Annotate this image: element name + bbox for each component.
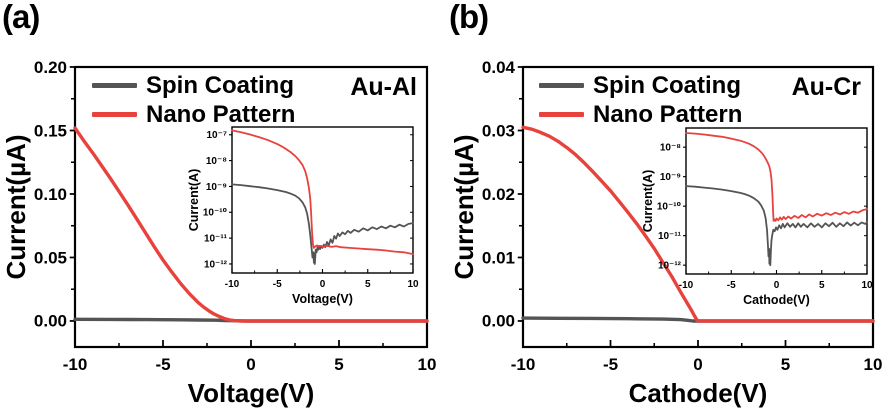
y-tick-label: 10⁻⁸: [206, 156, 227, 167]
series-spin-coating: [685, 185, 868, 267]
panel-a-letter: (a): [2, 0, 40, 35]
x-tick-label: 0: [693, 355, 702, 374]
legend-row-nano-pattern: Nano Pattern: [92, 100, 295, 129]
series-nano-pattern: [685, 132, 868, 222]
panel-a-chart: -10 -5 0 5 10 0.00 0.05 0.10 0.15 0.20 Voltage(V) C…: [1, 58, 436, 408]
y-axis-label: Current(A): [641, 170, 655, 233]
y-tick-label: 10⁻¹²: [658, 261, 682, 272]
y-tick-label: 0.05: [34, 248, 67, 267]
legend-line-spin-coating: [539, 83, 584, 88]
y-tick-label: 0.10: [34, 185, 67, 204]
device-label-au-al: Au-Al: [350, 73, 417, 101]
x-tick-label: 5: [334, 355, 343, 374]
x-tick-label: -5: [727, 280, 736, 291]
panel-b-chart: -10 -5 0 5 10 0.00 0.01 0.02 0.03 0.04 Cathode(V) C…: [449, 58, 882, 408]
x-tick-label: 0: [246, 355, 255, 374]
x-tick-label: -10: [63, 355, 88, 374]
y-tick-label: 0.00: [482, 312, 515, 331]
chart-a-inset: -10 -5 0 5 10 10⁻⁷ 10⁻⁸ 10⁻⁹ 10⁻¹⁰ 10⁻¹¹ 10⁻¹² Volt…: [187, 126, 419, 306]
y-tick-label: 10⁻¹⁰: [657, 202, 681, 213]
y-tick-label: 0.15: [34, 121, 67, 140]
axis-frame: [685, 127, 868, 275]
legend-label-nano-pattern: Nano Pattern: [146, 100, 296, 128]
y-tick-label: 0.02: [482, 185, 515, 204]
y-axis-label: Current(µA): [1, 135, 31, 280]
legend-row-spin-coating: Spin Coating: [539, 71, 742, 100]
legend-line-nano-pattern: [92, 112, 137, 117]
x-tick-label: -10: [679, 280, 694, 291]
legend-label-nano-pattern: Nano Pattern: [593, 100, 743, 128]
y-axis-label: Current(A): [187, 169, 201, 232]
series-spin-coating: [521, 316, 875, 323]
x-axis-label: Voltage(V): [188, 378, 315, 408]
y-tick-label: 0.04: [482, 58, 516, 77]
x-tick-label: 10: [418, 355, 437, 374]
legend-row-spin-coating: Spin Coating: [92, 71, 295, 100]
y-tick-label: 10⁻¹⁰: [203, 208, 227, 219]
x-axis-label: Cathode(V): [629, 378, 768, 408]
x-axis-label: Cathode(V): [743, 293, 810, 307]
y-tick-label: 10⁻¹²: [204, 259, 228, 270]
panel-b-letter: (b): [449, 0, 489, 35]
y-tick-label: 10⁻⁸: [660, 143, 681, 154]
x-tick-label: 5: [365, 279, 371, 290]
x-tick-label: -5: [273, 279, 282, 290]
chart-b-inset: -10 -5 0 5 10 10⁻⁸ 10⁻⁹ 10⁻¹⁰ 10⁻¹¹ 10⁻¹² Cathode(…: [641, 127, 873, 307]
series-nano-pattern: [521, 125, 875, 323]
y-tick-label: 10⁻¹¹: [658, 231, 682, 242]
y-tick-label: 10⁻⁷: [206, 130, 227, 141]
y-tick-label: 0.00: [34, 312, 67, 331]
x-tick-label: 10: [864, 355, 883, 374]
chart-a-main: -10 -5 0 5 10 0.00 0.05 0.10 0.15 0.20 Voltage(V) C…: [1, 58, 436, 408]
panel-b-legend: Spin Coating Nano Pattern: [539, 71, 742, 129]
y-tick-label: 0.01: [482, 248, 515, 267]
series-nano-pattern: [231, 129, 414, 256]
x-tick-label: 0: [320, 279, 326, 290]
series-nano-pattern: [73, 126, 429, 323]
legend-label-spin-coating: Spin Coating: [146, 71, 294, 99]
panel-b: -10 -5 0 5 10 0.00 0.01 0.02 0.03 0.04 Cathode(V) C…: [443, 0, 887, 412]
legend-line-nano-pattern: [539, 112, 584, 117]
device-label-au-cr: Au-Cr: [791, 73, 861, 101]
x-tick-label: -10: [511, 355, 536, 374]
y-tick-label: 0.03: [482, 121, 515, 140]
panel-a-legend: Spin Coating Nano Pattern: [92, 71, 295, 129]
x-tick-label: 5: [819, 280, 825, 291]
x-tick-label: -10: [225, 279, 240, 290]
x-tick-label: 10: [861, 280, 873, 291]
y-tick-label: 10⁻¹¹: [204, 234, 228, 245]
x-tick-label: 5: [781, 355, 790, 374]
y-tick-label: 0.20: [34, 58, 67, 77]
legend-label-spin-coating: Spin Coating: [593, 71, 741, 99]
x-axis-label: Voltage(V): [292, 292, 353, 306]
x-tick-label: -5: [155, 355, 170, 374]
chart-b-main: -10 -5 0 5 10 0.00 0.01 0.02 0.03 0.04 Cathode(V) C…: [449, 58, 882, 408]
x-tick-label: -5: [603, 355, 618, 374]
x-tick-label: 10: [407, 279, 419, 290]
y-tick-label: 10⁻⁹: [660, 172, 681, 183]
y-tick-label: 10⁻⁹: [206, 182, 227, 193]
legend-line-spin-coating: [92, 83, 137, 88]
y-axis-label: Current(µA): [449, 135, 479, 280]
legend-row-nano-pattern: Nano Pattern: [539, 100, 742, 129]
panel-a: -10 -5 0 5 10 0.00 0.05 0.10 0.15 0.20 Voltage(V) C…: [0, 0, 443, 412]
x-tick-label: 0: [774, 280, 780, 291]
